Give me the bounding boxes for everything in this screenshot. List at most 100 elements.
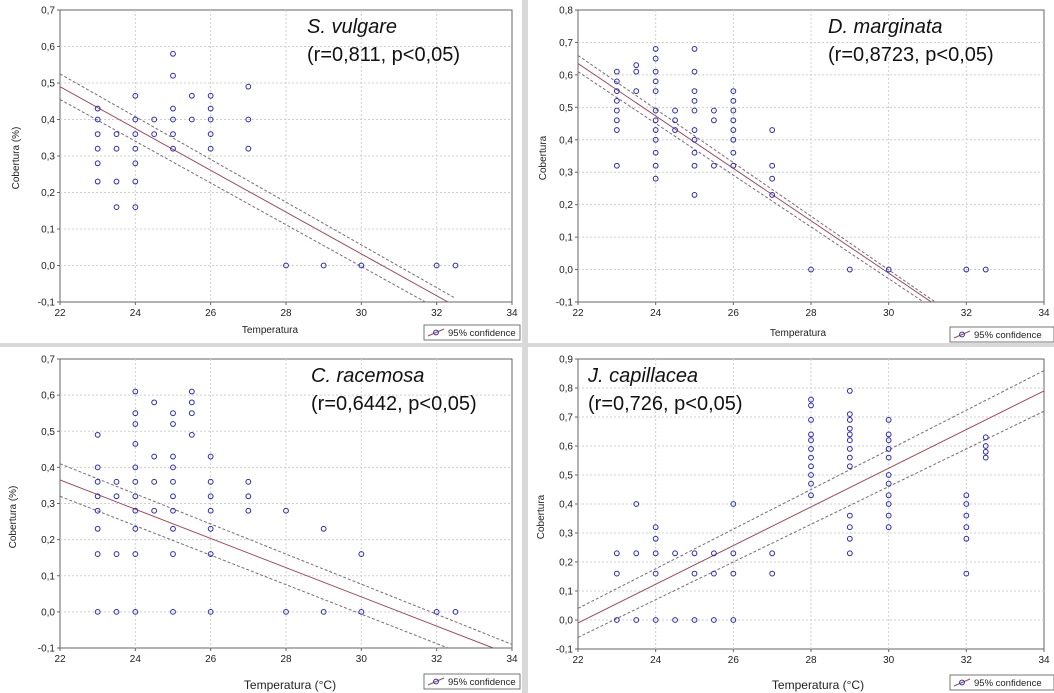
- data-point: [808, 463, 814, 470]
- data-point: [652, 550, 659, 557]
- chart-svg: 22 24 26 28 30 32 34 -0,1 0,0 0,1 0,2 0,3 0,4 0,5 0,6 0…: [11, 6, 521, 341]
- data-point: [730, 149, 737, 156]
- y-tick-label: 0,1: [559, 587, 573, 598]
- data-point: [730, 501, 737, 507]
- data-point: [963, 501, 970, 507]
- data-point: [170, 131, 176, 138]
- x-axis-label: Temperatura (°C): [772, 678, 864, 692]
- data-point: [170, 453, 176, 460]
- data-point: [94, 116, 101, 123]
- y-tick-label: 0,8: [559, 6, 573, 17]
- data-point: [846, 535, 853, 542]
- x-tick-label: 22: [54, 654, 66, 665]
- data-point: [691, 88, 698, 95]
- data-point: [94, 493, 101, 500]
- y-tick-label: 0,7: [559, 38, 573, 49]
- data-point: [730, 97, 737, 104]
- x-tick-label: 24: [650, 308, 662, 319]
- data-point: [170, 410, 176, 417]
- y-tick-label: 0,9: [559, 355, 573, 366]
- data-point: [283, 507, 289, 514]
- data-point: [94, 160, 101, 167]
- data-point: [245, 83, 252, 90]
- data-point: [982, 454, 989, 461]
- y-tick-label: 0,1: [41, 571, 55, 582]
- data-point: [963, 266, 970, 273]
- x-tick-label: 22: [54, 308, 66, 319]
- data-point: [320, 525, 327, 532]
- x-tick-label: 22: [572, 308, 584, 319]
- chart-panel-j-capillacea: 22 24 26 28 30 32 34 -0,1 0,0 0,1 0,2 0,3 0,4 0,5 0,6 0…: [528, 347, 1054, 693]
- data-point: [170, 421, 176, 427]
- data-point: [691, 149, 698, 156]
- data-point: [633, 617, 640, 623]
- x-tick-label: 28: [280, 654, 292, 665]
- y-axis-label: Cobertura (%): [8, 486, 19, 549]
- y-tick-label: 0,0: [559, 616, 573, 627]
- data-point: [188, 92, 195, 99]
- data-point: [730, 88, 737, 95]
- data-point: [207, 105, 214, 112]
- data-point: [188, 388, 195, 395]
- data-point: [433, 262, 440, 269]
- x-axis-label: Temperatura: [770, 328, 827, 339]
- data-point: [652, 46, 659, 52]
- legend-line-swatch: [427, 328, 445, 337]
- confidence-upper-line: [60, 73, 456, 299]
- data-point: [358, 551, 365, 557]
- data-point: [652, 570, 659, 577]
- data-point: [151, 399, 158, 406]
- data-point: [613, 162, 620, 169]
- data-point: [846, 411, 853, 417]
- data-point: [633, 62, 640, 69]
- data-point: [613, 88, 620, 95]
- y-tick-label: 0,4: [559, 135, 573, 146]
- data-point: [132, 551, 139, 557]
- y-tick-label: 0,1: [559, 233, 573, 244]
- data-point: [808, 480, 814, 487]
- data-point: [885, 512, 892, 519]
- data-point: [846, 266, 853, 273]
- x-tick-label: 30: [883, 308, 895, 319]
- data-point: [711, 550, 717, 557]
- legend-box: 95% confidence: [949, 326, 1054, 343]
- y-tick-label: 0,6: [559, 442, 573, 453]
- data-point: [808, 446, 814, 452]
- data-point: [170, 478, 176, 485]
- data-point: [633, 550, 640, 557]
- x-axis-label: Temperatura: [242, 325, 299, 336]
- data-point: [170, 525, 176, 532]
- data-point: [846, 454, 853, 461]
- data-point: [151, 116, 158, 123]
- x-tick-label: 28: [280, 308, 292, 319]
- data-point: [132, 440, 139, 447]
- data-point: [170, 116, 176, 123]
- data-point: [808, 454, 814, 461]
- y-tick-label: 0,4: [41, 463, 55, 474]
- data-point: [691, 192, 698, 198]
- correlation-stats: (r=0,8723, p<0,05): [828, 44, 994, 66]
- regression-line: [578, 390, 1044, 624]
- y-tick-label: 0,3: [41, 499, 55, 510]
- data-point: [188, 116, 195, 123]
- data-point: [452, 262, 459, 269]
- y-tick-label: 0,2: [559, 200, 573, 211]
- data-point: [113, 131, 120, 138]
- data-point: [633, 501, 640, 507]
- data-point: [672, 550, 678, 557]
- data-point: [652, 136, 659, 143]
- x-tick-label: 32: [961, 308, 973, 319]
- data-point: [94, 478, 101, 485]
- data-point: [730, 127, 737, 133]
- data-point: [846, 446, 853, 452]
- data-point: [730, 570, 737, 577]
- data-point: [808, 472, 814, 478]
- y-tick-label: -0,1: [38, 644, 56, 655]
- data-point: [691, 97, 698, 104]
- data-point: [207, 478, 214, 485]
- data-point: [846, 437, 853, 444]
- chart-svg: 22 24 26 28 30 32 34 -0,1 0,0 0,1 0,2 0,3 0,4 0,5 0,6 0…: [8, 355, 521, 692]
- x-tick-label: 24: [130, 654, 142, 665]
- x-tick-label: 24: [130, 308, 142, 319]
- y-tick-label: 0,4: [559, 500, 573, 511]
